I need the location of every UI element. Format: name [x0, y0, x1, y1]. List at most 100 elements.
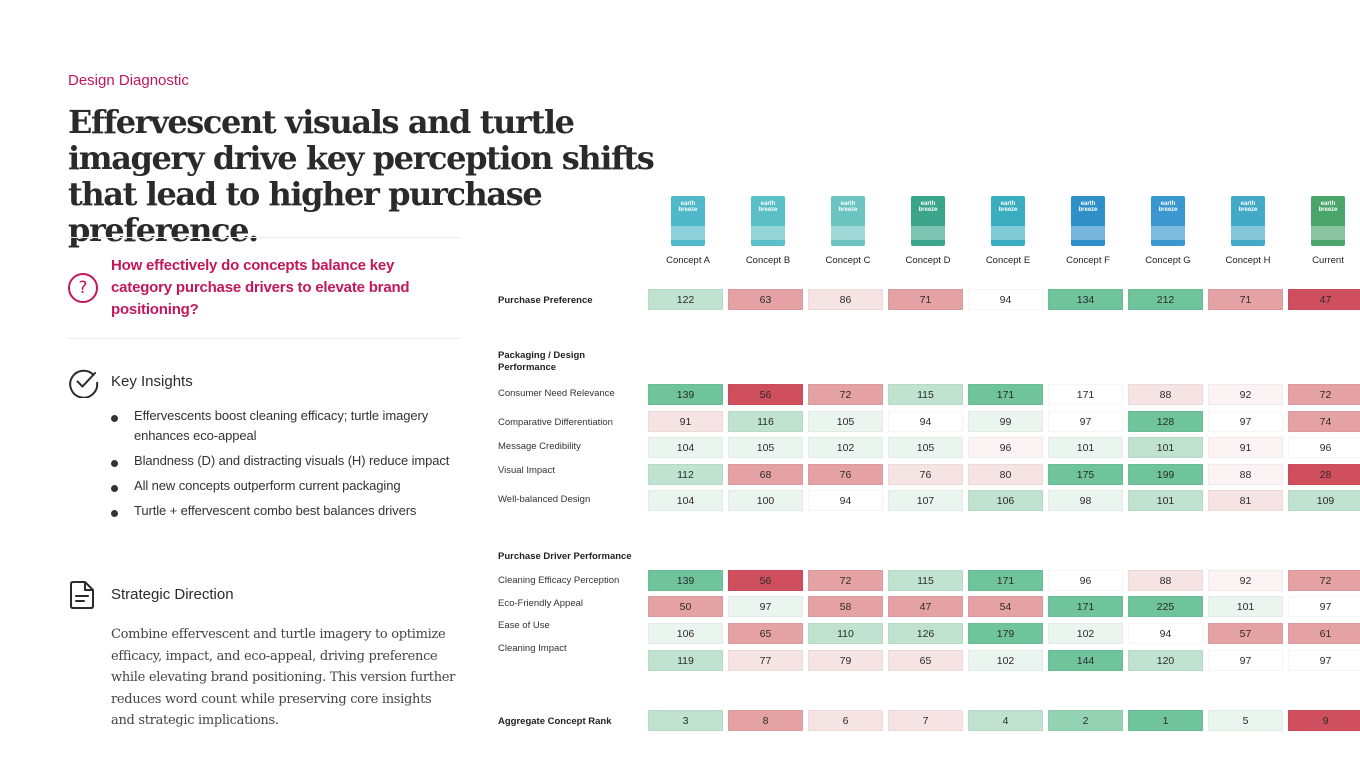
score-cell: 72	[808, 570, 883, 591]
strategic-direction-body: Combine effervescent and turtle imagery …	[111, 627, 456, 728]
column-header: earth breeze Concept B	[728, 196, 808, 266]
score-cell: 105	[888, 437, 963, 458]
key-insights-title: Key Insights	[111, 373, 193, 390]
row-label: Consumer Need Relevance	[498, 388, 615, 399]
score-cell: 4	[968, 710, 1043, 731]
score-cell: 122	[648, 289, 723, 310]
score-cell: 65	[888, 650, 963, 671]
score-cell: 109	[1288, 490, 1360, 511]
row-label: Well-balanced Design	[498, 494, 591, 505]
score-cell: 68	[728, 464, 803, 485]
score-cell: 102	[968, 650, 1043, 671]
score-cell: 97	[1208, 411, 1283, 432]
score-cell: 96	[1288, 437, 1360, 458]
insights-list: Effervescents boost cleaning efficacy; t…	[111, 406, 451, 526]
column-label: Concept D	[905, 255, 951, 266]
pack-brand-text: earth breeze	[758, 201, 778, 213]
score-cell: 91	[1208, 437, 1283, 458]
insight-item: Effervescents boost cleaning efficacy; t…	[111, 406, 451, 446]
score-cell: 98	[1048, 490, 1123, 511]
pack-brand-text: earth breeze	[998, 201, 1018, 213]
row-label: Ease of Use	[498, 620, 550, 631]
score-cell: 96	[968, 437, 1043, 458]
row-label: Cleaning Impact	[498, 643, 567, 654]
score-cell: 105	[808, 411, 883, 432]
score-cell: 56	[728, 384, 803, 405]
score-cell: 76	[888, 464, 963, 485]
score-cell: 54	[968, 596, 1043, 617]
product-pack-image: earth breeze	[911, 196, 945, 246]
pack-graphic	[831, 226, 865, 240]
column-label: Concept H	[1225, 255, 1271, 266]
score-cell: 94	[888, 411, 963, 432]
pack-brand-text: earth breeze	[1158, 201, 1178, 213]
column-label: Concept A	[666, 255, 710, 266]
score-cell: 171	[968, 570, 1043, 591]
row-label: Message Credibility	[498, 441, 581, 452]
score-cell: 100	[728, 490, 803, 511]
score-cell: 107	[888, 490, 963, 511]
score-cell: 171	[1048, 596, 1123, 617]
score-cell: 97	[1288, 596, 1360, 617]
score-cell: 6	[808, 710, 883, 731]
column-label: Current	[1312, 255, 1344, 266]
column-label: Concept C	[825, 255, 871, 266]
score-cell: 2	[1048, 710, 1123, 731]
score-cell: 57	[1208, 623, 1283, 644]
score-cell: 5	[1208, 710, 1283, 731]
score-cell: 97	[1048, 411, 1123, 432]
score-cell: 175	[1048, 464, 1123, 485]
product-pack-image: earth breeze	[991, 196, 1025, 246]
column-header: earth breeze Concept E	[968, 196, 1048, 266]
pack-brand-text: earth breeze	[678, 201, 698, 213]
score-cell: 101	[1048, 437, 1123, 458]
product-pack-image: earth breeze	[1151, 196, 1185, 246]
column-header: earth breeze Concept C	[808, 196, 888, 266]
score-cell: 115	[888, 384, 963, 405]
score-cell: 47	[888, 596, 963, 617]
score-cell: 94	[1128, 623, 1203, 644]
score-cell: 92	[1208, 570, 1283, 591]
divider	[68, 237, 460, 238]
row-label: Aggregate Concept Rank	[498, 716, 612, 727]
score-cell: 65	[728, 623, 803, 644]
pack-graphic	[1151, 226, 1185, 240]
score-cell: 102	[1048, 623, 1123, 644]
score-cell: 97	[728, 596, 803, 617]
score-cell: 91	[648, 411, 723, 432]
divider	[68, 338, 460, 339]
column-header: earth breeze Concept G	[1128, 196, 1208, 266]
score-cell: 56	[728, 570, 803, 591]
score-cell: 72	[1288, 384, 1360, 405]
column-label: Concept F	[1066, 255, 1110, 266]
pack-brand-text: earth breeze	[918, 201, 938, 213]
score-cell: 128	[1128, 411, 1203, 432]
score-cell: 101	[1128, 490, 1203, 511]
score-cell: 71	[1208, 289, 1283, 310]
section-heading: Packaging / Design Performance	[498, 350, 586, 373]
score-cell: 72	[808, 384, 883, 405]
pack-brand-text: earth breeze	[1318, 201, 1338, 213]
score-cell: 104	[648, 490, 723, 511]
pack-brand-text: earth breeze	[1078, 201, 1098, 213]
pack-graphic	[1231, 226, 1265, 240]
page-headline: Effervescent visuals and turtle imagery …	[68, 103, 655, 249]
insight-item: All new concepts outperform current pack…	[111, 476, 451, 496]
score-cell: 7	[888, 710, 963, 731]
score-cell: 61	[1288, 623, 1360, 644]
row-label: Eco-Friendly Appeal	[498, 598, 584, 609]
score-cell: 105	[728, 437, 803, 458]
score-cell: 1	[1128, 710, 1203, 731]
score-cell: 76	[808, 464, 883, 485]
strategic-direction-title: Strategic Direction	[111, 586, 234, 603]
row-label: Comparative Differentiation	[498, 417, 613, 428]
score-cell: 94	[808, 490, 883, 511]
score-cell: 28	[1288, 464, 1360, 485]
score-cell: 115	[888, 570, 963, 591]
score-cell: 119	[648, 650, 723, 671]
pack-brand-text: earth breeze	[1238, 201, 1258, 213]
pack-graphic	[1071, 226, 1105, 240]
score-cell: 101	[1128, 437, 1203, 458]
column-header: earth breeze Current	[1288, 196, 1360, 266]
score-cell: 212	[1128, 289, 1203, 310]
